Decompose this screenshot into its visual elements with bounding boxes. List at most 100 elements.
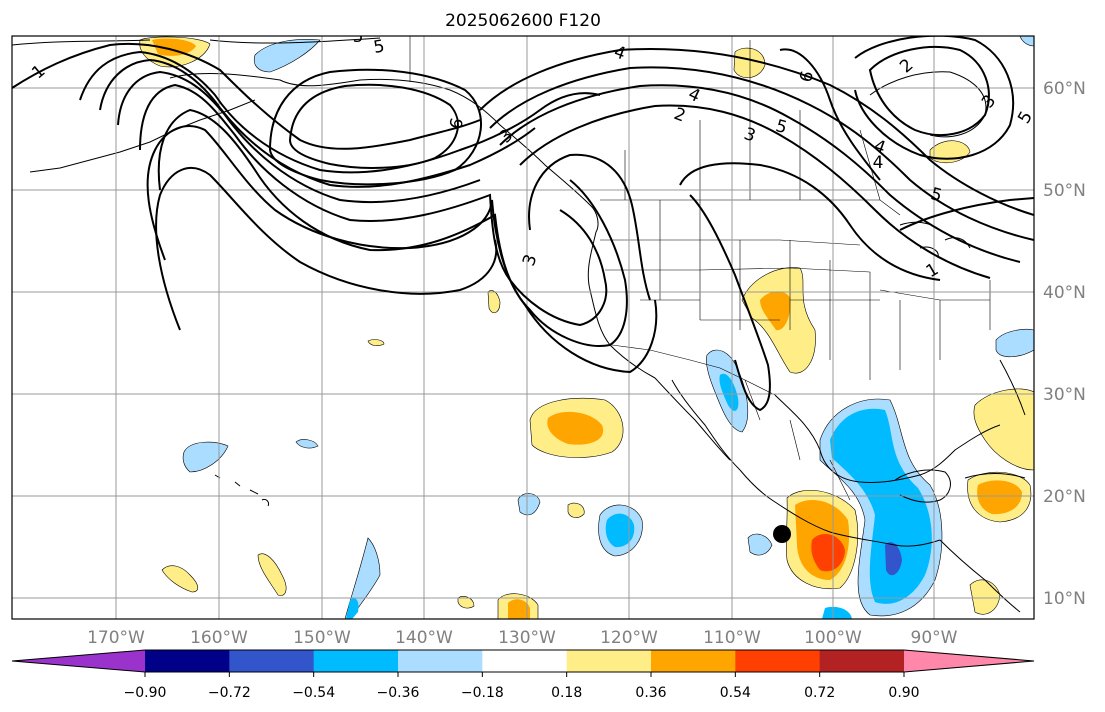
figure-title: 2025062600 F120 xyxy=(445,11,601,31)
positive-anomaly-region xyxy=(733,47,766,78)
us-state-lines xyxy=(600,200,991,380)
contour-line xyxy=(689,194,771,412)
negative-anomaly-region xyxy=(830,408,932,604)
negative-anomaly-region xyxy=(605,513,635,548)
colorbar-segment xyxy=(229,650,315,672)
longitude-label: 90°W xyxy=(911,628,958,648)
height-contours xyxy=(12,36,1034,412)
contour-line xyxy=(117,70,481,204)
longitude-label: 120°W xyxy=(600,628,658,648)
colorbar-tick-label: −0.54 xyxy=(292,685,335,701)
positive-anomaly-region xyxy=(152,38,196,56)
contour-value-label: 4 xyxy=(873,153,884,173)
colorbar-tick-label: −0.36 xyxy=(377,685,420,701)
positive-anomaly-region xyxy=(567,502,585,518)
contour-line xyxy=(146,125,658,374)
hawaii-islands xyxy=(214,474,269,507)
colorbar-extend-low xyxy=(12,650,145,672)
colorbar-tick-label: 0.18 xyxy=(551,685,582,701)
storm-position-marker xyxy=(773,525,791,543)
colorbar-tick-label: 0.54 xyxy=(720,685,751,701)
positive-anomaly-region xyxy=(367,339,385,346)
negative-anomaly-region xyxy=(1019,36,1034,47)
positive-anomaly-region xyxy=(977,480,1022,515)
us-mexico-border xyxy=(611,344,776,396)
arctic-coast xyxy=(12,37,381,46)
baja-coastline xyxy=(654,377,741,471)
contour-line xyxy=(139,83,608,327)
contour-line xyxy=(868,45,990,136)
colorbar-segment xyxy=(398,650,483,672)
contour-value-label: 5 xyxy=(773,116,789,138)
gulf-coastline xyxy=(774,394,1001,483)
contour-line xyxy=(479,48,1034,216)
colorbar-segment xyxy=(313,650,399,672)
us-west-coastline xyxy=(587,231,656,379)
contour-line xyxy=(79,50,601,174)
colorbar-tick-label: −0.72 xyxy=(208,685,251,701)
colorbar-tick-label: 0.90 xyxy=(888,685,919,701)
positive-anomaly-region xyxy=(257,553,287,596)
colorbar-tick-label: −0.18 xyxy=(461,685,504,701)
aleutian-chain xyxy=(29,99,256,173)
hudson-bay-coastline xyxy=(869,71,987,138)
contour-value-label: 6 xyxy=(446,116,468,132)
colorbar-segment xyxy=(145,650,230,672)
colorbar-segment xyxy=(566,650,652,672)
contour-line xyxy=(288,83,459,169)
longitude-label: 150°W xyxy=(293,628,351,648)
contour-value-label: 5 xyxy=(372,36,386,58)
contour-line xyxy=(854,36,1015,160)
negative-anomaly-region xyxy=(822,606,852,619)
contour-line xyxy=(679,162,941,281)
positive-anomaly-region xyxy=(487,290,501,314)
alaska-coastline xyxy=(169,73,599,233)
map-background xyxy=(12,36,1034,619)
coastlines xyxy=(12,37,1026,613)
latitude-label: 50°N xyxy=(1043,181,1086,201)
florida-coastline xyxy=(999,359,1026,416)
negative-anomaly-region xyxy=(995,329,1034,358)
contour-line xyxy=(779,48,881,181)
yucatan-coastline xyxy=(894,469,951,503)
contour-line xyxy=(528,153,651,301)
contour-line xyxy=(499,84,1021,263)
latitude-label: 30°N xyxy=(1043,385,1086,405)
positive-anomaly-region xyxy=(973,388,1034,471)
contour-line xyxy=(489,66,1034,241)
contour-value-label: 6 xyxy=(796,69,818,85)
latitude-labels: 60°N 50°N 40°N 30°N 20°N 10°N xyxy=(1043,79,1086,609)
colorbar-segment xyxy=(482,650,568,672)
cuba-coastline xyxy=(964,473,1026,479)
negative-anomaly-region xyxy=(346,598,359,619)
colorbar-segment xyxy=(651,650,736,672)
negative-anomaly-region xyxy=(517,493,541,516)
contour-line xyxy=(899,197,1034,231)
longitude-label: 160°W xyxy=(190,628,248,648)
colorbar-segment xyxy=(735,650,821,672)
negative-anomaly-region xyxy=(253,39,321,73)
longitude-label: 100°W xyxy=(804,628,862,648)
colorbar-extend-high xyxy=(904,650,1034,672)
colorbar-tick-label: 0.72 xyxy=(804,685,835,701)
map-border xyxy=(11,35,1035,620)
colorbar-tick-label: −0.90 xyxy=(124,685,167,701)
anomaly-shading xyxy=(139,36,1034,619)
negative-anomaly-region xyxy=(885,542,902,576)
positive-anomaly-region xyxy=(811,534,845,572)
positive-anomaly-region xyxy=(508,599,530,619)
positive-anomaly-region xyxy=(161,565,199,593)
longitude-labels: 170°W 160°W 150°W 140°W 130°W 120°W 110°W 100°W… xyxy=(87,628,958,648)
contour-line xyxy=(155,166,498,331)
central-america-coastline xyxy=(939,539,1021,613)
longitude-label: 110°W xyxy=(703,628,761,648)
negative-anomaly-region xyxy=(182,441,229,473)
contour-line xyxy=(519,104,991,279)
longitude-label: 130°W xyxy=(498,628,556,648)
contour-value-label: 5 xyxy=(928,184,944,206)
positive-anomaly-region xyxy=(457,596,475,609)
contour-line xyxy=(12,42,481,150)
colorbar-tick-label: 0.36 xyxy=(635,685,666,701)
